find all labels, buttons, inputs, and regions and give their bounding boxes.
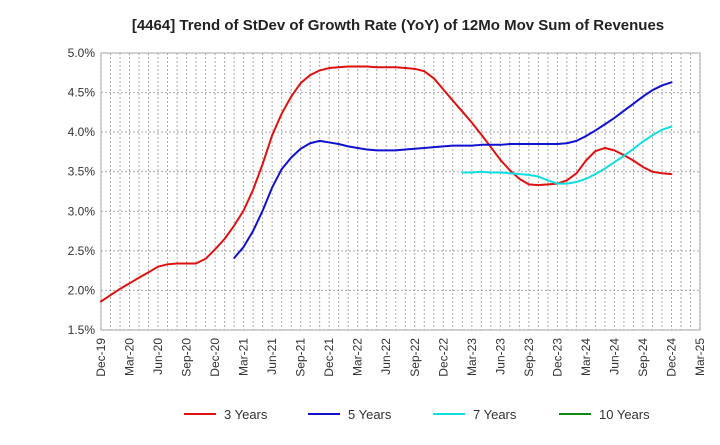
x-tick-label: Sep-23 (522, 338, 536, 377)
x-tick-label: Mar-21 (237, 338, 251, 376)
x-tick-label: Dec-23 (550, 338, 564, 377)
grid-lines (100, 52, 701, 331)
x-tick-label: Jun-22 (379, 338, 393, 375)
plot-area (100, 52, 701, 331)
x-tick-label: Jun-24 (607, 338, 621, 375)
y-tick-label: 3.0% (68, 204, 96, 218)
x-tick-label: Jun-21 (265, 338, 279, 375)
series-line-5-years (233, 81, 673, 259)
y-tick-label: 3.5% (68, 165, 96, 179)
y-tick-label: 4.0% (68, 125, 96, 139)
y-tick-label: 5.0% (68, 46, 96, 60)
x-tick-label: Mar-24 (579, 338, 593, 376)
legend-label: 10 Years (599, 407, 650, 422)
x-tick-label: Jun-20 (151, 338, 165, 375)
x-tick-label: Mar-20 (123, 338, 137, 376)
x-tick-label: Dec-22 (436, 338, 450, 377)
y-tick-label: 1.5% (68, 323, 96, 337)
x-tick-label: Sep-21 (294, 338, 308, 377)
series-line-3-years (100, 65, 673, 303)
legend-label: 3 Years (224, 407, 268, 422)
x-tick-label: Dec-19 (94, 338, 108, 377)
x-tick-label: Dec-20 (208, 338, 222, 377)
x-tick-label: Dec-24 (664, 338, 678, 377)
x-tick-label: Sep-24 (636, 338, 650, 377)
chart-title: [4464] Trend of StDev of Growth Rate (Yo… (132, 17, 664, 34)
x-tick-label: Dec-21 (322, 338, 336, 377)
x-tick-label: Sep-20 (180, 338, 194, 377)
x-tick-label: Mar-23 (465, 338, 479, 376)
x-tick-label: Mar-22 (351, 338, 365, 376)
x-tick-label: Sep-22 (408, 338, 422, 377)
series-lines (100, 65, 673, 303)
axes: 1.5% 2.0% 2.5% 3.0% 3.5% 4.0% 4.5% 5.0% Dec-19 Ma… (68, 46, 707, 377)
legend-label: 5 Years (348, 407, 392, 422)
y-tick-label: 2.5% (68, 244, 96, 258)
y-tick-label: 2.0% (68, 283, 96, 297)
legend: 3 Years 5 Years 7 Years 10 Years (184, 407, 650, 422)
x-tick-label: Mar-25 (693, 338, 707, 376)
x-tick-label: Jun-23 (493, 338, 507, 375)
series-line-7-years (461, 125, 673, 185)
legend-label: 7 Years (473, 407, 517, 422)
y-tick-label: 4.5% (68, 86, 96, 100)
